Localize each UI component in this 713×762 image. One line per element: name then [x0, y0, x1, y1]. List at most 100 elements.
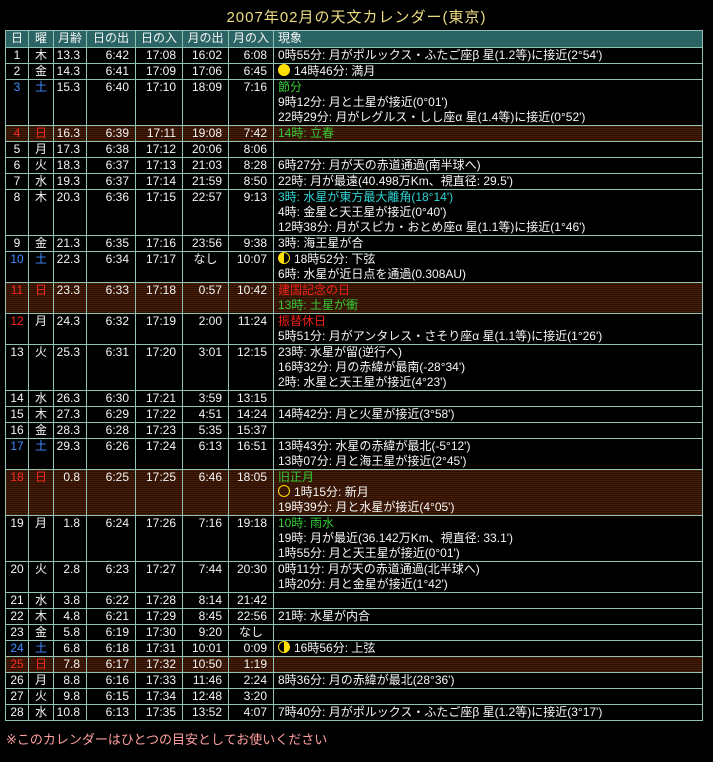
- cell-sunrise: 6:38: [86, 141, 136, 158]
- header-row: 日曜月齢 日の出 日の入 月の出 月の入 現象: [5, 30, 703, 48]
- cell-sunset: 17:16: [135, 235, 183, 252]
- cell-weekday: 日: [28, 125, 54, 142]
- cell-phenomena: 6時27分: 月が天の赤道通過(南半球へ): [273, 157, 703, 174]
- cell-sunrise: 6:28: [86, 422, 136, 439]
- cell-weekday: 水: [28, 390, 54, 407]
- cell-phenomena: [273, 592, 703, 609]
- cell-day: 14: [5, 390, 29, 407]
- event-line: 16時56分: 上弦: [278, 641, 702, 656]
- cell-moonrise: 0:57: [182, 282, 229, 314]
- cell-day: 28: [5, 704, 29, 721]
- cell-phenomena: 7時40分: 月がポルックス・ふたご座β 星(1.2等)に接近(3°17'): [273, 704, 703, 721]
- cell-day: 18: [5, 469, 29, 516]
- event-line: 2時: 水星と天王星が接近(4°23'): [278, 375, 447, 389]
- event-line: 22時29分: 月がレグルス・しし座α 星(1.4等)に接近(0°52'): [278, 110, 586, 124]
- cell-moon-age: 16.3: [53, 125, 87, 142]
- cell-moon-age: 17.3: [53, 141, 87, 158]
- cell-sunset: 17:32: [135, 656, 183, 673]
- cell-moon-age: 24.3: [53, 313, 87, 345]
- cell-moon-age: 7.8: [53, 656, 87, 673]
- cell-moonrise: 5:35: [182, 422, 229, 439]
- cell-moonrise: 20:06: [182, 141, 229, 158]
- event-line: 14時42分: 月と火星が接近(3°58'): [278, 407, 455, 422]
- cell-day: 5: [5, 141, 29, 158]
- cell-phenomena: 0時55分: 月がポルックス・ふたご座β 星(1.2等)に接近(2°54'): [273, 47, 703, 64]
- cell-phenomena: [273, 688, 703, 705]
- cell-sunset: 17:24: [135, 438, 183, 470]
- cell-weekday: 木: [28, 47, 54, 64]
- cell-sunset: 17:29: [135, 608, 183, 625]
- table-row-day-24: 24 土 6.8 6:18 17:31 10:01 0:09 16時56分: 上弦: [5, 640, 703, 657]
- cell-moonset: 19:18: [228, 515, 274, 562]
- cell-sunrise: 6:22: [86, 592, 136, 609]
- event-line: 6時27分: 月が天の赤道通過(南半球へ): [278, 158, 481, 173]
- table-row-day-27: 27 火 9.8 6:15 17:34 12:48 3:20: [5, 688, 703, 705]
- cell-phenomena: [273, 624, 703, 641]
- calendar-body: 1 木 13.3 6:42 17:08 16:02 6:08 0時55分: 月がポルックス・ふ…: [5, 47, 703, 721]
- last-quarter-icon: [278, 252, 290, 264]
- event-line: 3時: 海王星が合: [278, 236, 364, 251]
- event-line: 6時: 水星が近日点を通過(0.308AU): [278, 267, 467, 281]
- table-row-day-16: 16 金 28.3 6:28 17:23 5:35 15:37: [5, 422, 703, 439]
- column-header-4: 日の入: [135, 30, 183, 48]
- event-line: 節分: [278, 80, 303, 95]
- cell-day: 16: [5, 422, 29, 439]
- cell-weekday: 金: [28, 63, 54, 80]
- cell-moonset: 16:51: [228, 438, 274, 470]
- column-header-5: 月の出: [182, 30, 229, 48]
- cell-moon-age: 20.3: [53, 189, 87, 236]
- cell-moonset: 8:28: [228, 157, 274, 174]
- cell-moonset: 11:24: [228, 313, 274, 345]
- cell-weekday: 日: [28, 282, 54, 314]
- cell-moonrise: 21:03: [182, 157, 229, 174]
- cell-sunrise: 6:37: [86, 173, 136, 190]
- cell-sunrise: 6:15: [86, 688, 136, 705]
- cell-sunset: 17:28: [135, 592, 183, 609]
- column-header-0: 日: [5, 30, 29, 48]
- cell-moon-age: 23.3: [53, 282, 87, 314]
- cell-sunrise: 6:35: [86, 235, 136, 252]
- cell-sunrise: 6:30: [86, 390, 136, 407]
- cell-day: 15: [5, 406, 29, 423]
- cell-weekday: 月: [28, 672, 54, 689]
- cell-day: 19: [5, 515, 29, 562]
- cell-weekday: 火: [28, 688, 54, 705]
- event-line: 3時: 水星が東方最大離角(18°14'): [278, 190, 454, 205]
- cell-day: 12: [5, 313, 29, 345]
- cell-moonset: 8:50: [228, 173, 274, 190]
- cell-sunset: 17:35: [135, 704, 183, 721]
- table-row-day-17: 17 土 29.3 6:26 17:24 6:13 16:51 13時43分: 水星の赤緯が最…: [5, 438, 703, 470]
- cell-sunset: 17:12: [135, 141, 183, 158]
- cell-moon-age: 27.3: [53, 406, 87, 423]
- event-line: 4時: 金星と天王星が接近(0°40'): [278, 205, 447, 219]
- cell-sunset: 17:31: [135, 640, 183, 657]
- cell-sunset: 17:20: [135, 344, 183, 391]
- cell-weekday: 水: [28, 592, 54, 609]
- cell-moonrise: 6:13: [182, 438, 229, 470]
- column-header-2: 月齢: [53, 30, 87, 48]
- cell-phenomena: [273, 390, 703, 407]
- event-line: 19時: 月が最近(36.142万Km、視直径: 33.1'): [278, 531, 514, 545]
- cell-moonset: 12:15: [228, 344, 274, 391]
- cell-weekday: 月: [28, 141, 54, 158]
- footer-note: ※このカレンダーはひとつの目安としてお使いください: [6, 732, 328, 747]
- event-line: 18時52分: 下弦: [278, 252, 702, 268]
- cell-sunset: 17:19: [135, 313, 183, 345]
- table-row-day-10: 10 土 22.3 6:34 17:17 なし 10:07 18時52分: 下弦 6時: 水星が…: [5, 251, 703, 283]
- cell-day: 3: [5, 79, 29, 126]
- cell-moonset: 18:05: [228, 469, 274, 516]
- event-line: 旧正月: [278, 470, 315, 485]
- table-row-day-28: 28 水 10.8 6:13 17:35 13:52 4:07 7時40分: 月がポルックス・…: [5, 704, 703, 721]
- cell-moon-age: 14.3: [53, 63, 87, 80]
- cell-moonrise: 23:56: [182, 235, 229, 252]
- table-row-day-26: 26 月 8.8 6:16 17:33 11:46 2:24 8時36分: 月の赤緯が最北(2…: [5, 672, 703, 689]
- cell-moon-age: 0.8: [53, 469, 87, 516]
- cell-phenomena: 23時: 水星が留(逆行へ) 16時32分: 月の赤緯が最南(-28°34') 2時…: [273, 344, 703, 391]
- cell-sunrise: 6:32: [86, 313, 136, 345]
- cell-phenomena: [273, 422, 703, 439]
- cell-day: 11: [5, 282, 29, 314]
- cell-day: 8: [5, 189, 29, 236]
- cell-moonset: 4:07: [228, 704, 274, 721]
- cell-moonset: 22:56: [228, 608, 274, 625]
- cell-moonrise: 7:16: [182, 515, 229, 562]
